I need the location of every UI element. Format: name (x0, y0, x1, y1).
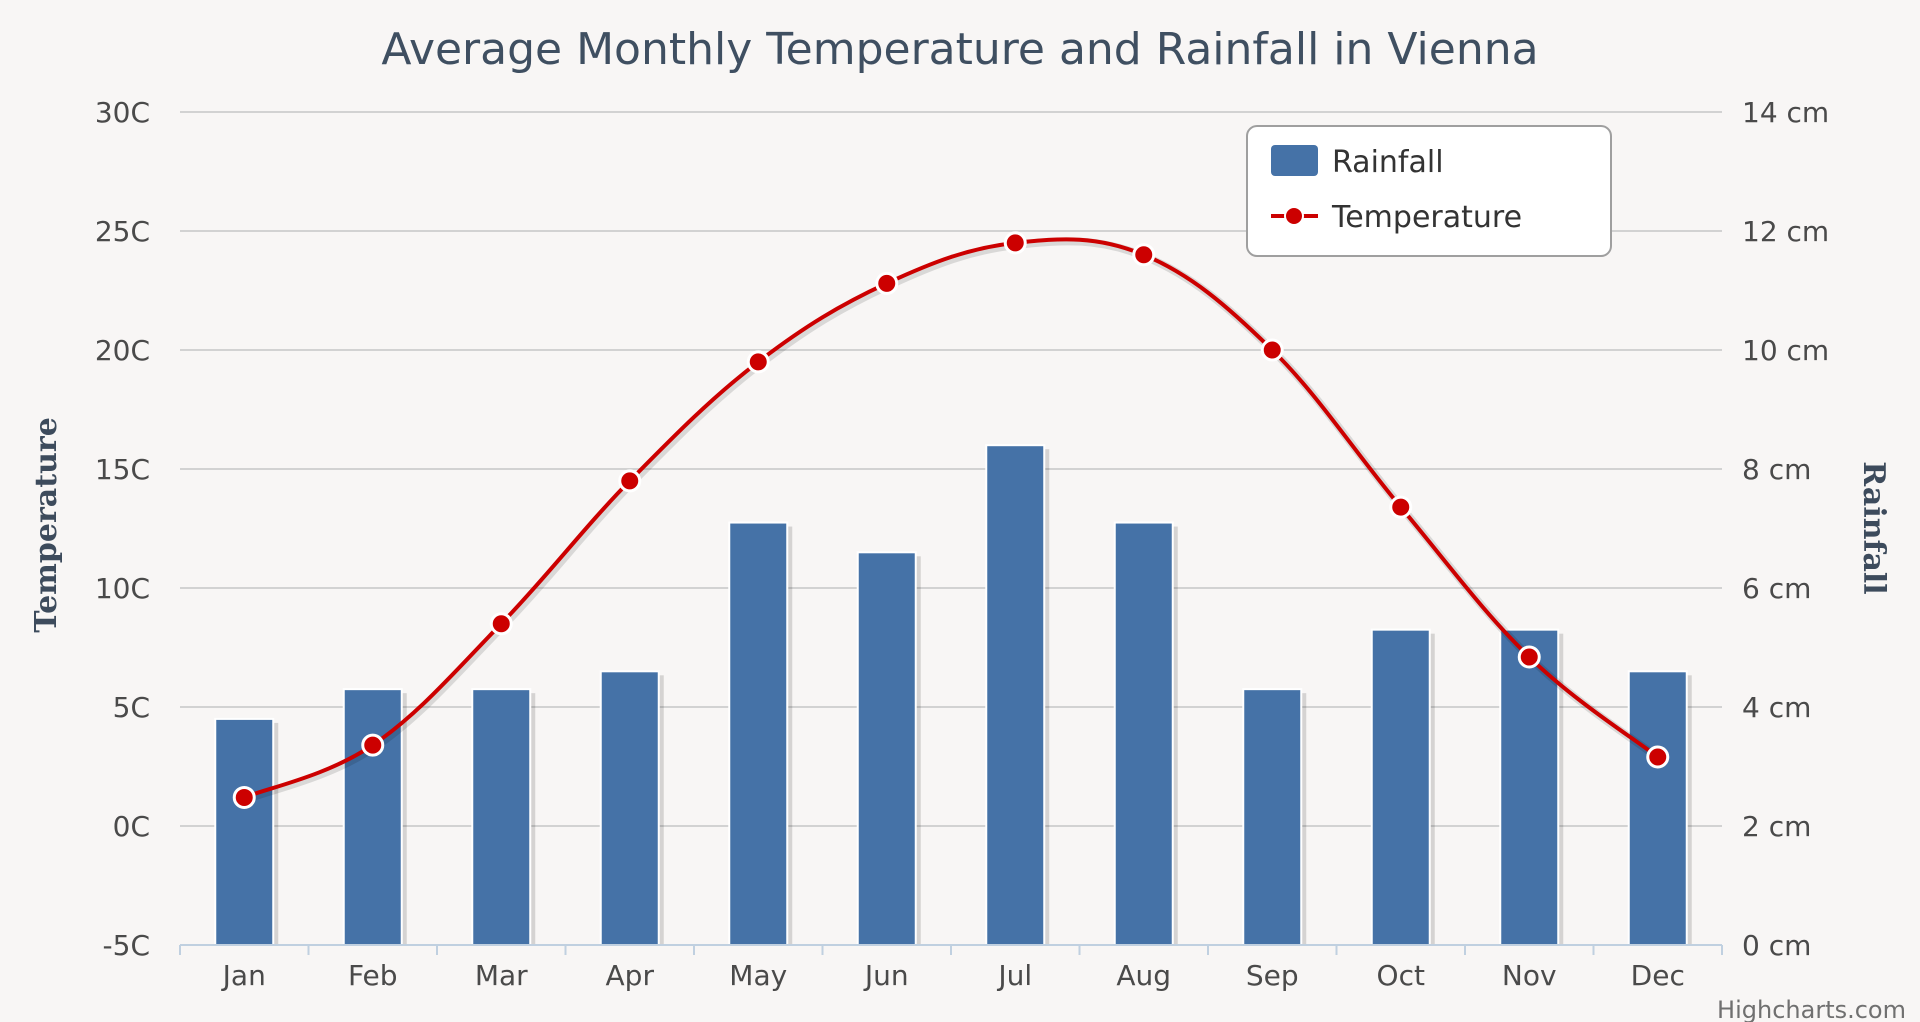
x-tick-label: Mar (475, 959, 528, 992)
legend-rainfall-label: Rainfall (1332, 145, 1444, 180)
temperature-point[interactable] (1132, 243, 1156, 267)
x-tick-label: Dec (1631, 959, 1685, 992)
rainfall-bar[interactable] (1242, 688, 1303, 947)
x-tick-label: Jul (996, 959, 1032, 992)
highcharts-credit[interactable]: Highcharts.com (1717, 996, 1906, 1022)
y-left-tick-label: -5C (103, 929, 150, 962)
rainfall-bar[interactable] (856, 551, 917, 946)
temperature-point[interactable] (1389, 495, 1413, 519)
line-layer (232, 231, 1670, 809)
x-tick-label: Nov (1502, 959, 1557, 992)
x-tick-label: Aug (1116, 959, 1171, 992)
rainfall-bar[interactable] (1113, 521, 1174, 946)
temperature-point[interactable] (618, 469, 642, 493)
rainfall-bar[interactable] (599, 670, 660, 946)
y-right-tick-label: 12 cm (1742, 215, 1829, 248)
y-right-tick-label: 0 cm (1742, 929, 1811, 962)
x-tick-label: Jan (221, 959, 266, 992)
temperature-point[interactable] (489, 612, 513, 636)
y-right-tick-label: 8 cm (1742, 453, 1811, 486)
legend-rainfall-swatch (1271, 145, 1318, 176)
rainfall-bar[interactable] (1370, 628, 1431, 947)
x-tick-label: Oct (1377, 959, 1425, 992)
y-left-tick-label: 15C (95, 453, 150, 486)
rainfall-bar[interactable] (342, 688, 403, 947)
temperature-point[interactable] (1517, 645, 1541, 669)
legend-temperature-label: Temperature (1331, 200, 1522, 235)
y-left-tick-label: 0C (113, 810, 150, 843)
temperature-point[interactable] (875, 271, 899, 295)
temperature-point[interactable] (232, 785, 256, 809)
y-right-tick-label: 14 cm (1742, 96, 1829, 129)
temperature-point[interactable] (1260, 338, 1284, 362)
y-left-tick-label: 5C (113, 691, 150, 724)
chart-title: Average Monthly Temperature and Rainfall… (381, 24, 1538, 75)
rainfall-bar[interactable] (214, 717, 275, 947)
y-right-tick-label: 2 cm (1742, 810, 1811, 843)
x-tick-label: Feb (348, 959, 398, 992)
temperature-line-shadow (244, 237, 1663, 804)
legend-box (1246, 125, 1612, 257)
y-right-tick-label: 10 cm (1742, 334, 1829, 367)
x-tick-label: May (729, 959, 787, 992)
y-right-tick-label: 6 cm (1742, 572, 1811, 605)
temperature-point[interactable] (361, 733, 385, 757)
rainfall-bar[interactable] (985, 444, 1046, 946)
bars-layer (214, 444, 1692, 947)
y-left-tick-label: 10C (95, 572, 150, 605)
y-left-title: Temperature (29, 417, 64, 633)
axis-layer: -5C 0C 5C 10C 15C 20C 25C 30C 0 cm 2 cm 4 cm 6 cm 8 … (95, 96, 1829, 992)
rainfall-bar[interactable] (728, 521, 789, 946)
x-tick-label: Sep (1246, 959, 1299, 992)
temperature-point[interactable] (1646, 745, 1670, 769)
temperature-point[interactable] (1003, 231, 1027, 255)
grid-layer (180, 111, 1722, 946)
temperature-line (242, 237, 1660, 800)
rainfall-bar[interactable] (471, 688, 532, 947)
x-tick-label: Jun (863, 959, 909, 992)
y-left-tick-label: 20C (95, 334, 150, 367)
legend-item-rainfall[interactable]: Rainfall (1271, 145, 1444, 180)
y-right-title: Rainfall (1856, 461, 1891, 594)
rainfall-bar[interactable] (1627, 670, 1688, 946)
y-right-tick-label: 4 cm (1742, 691, 1811, 724)
legend-item-temperature[interactable]: Temperature (1271, 200, 1522, 235)
x-tick-label: Apr (606, 959, 655, 992)
legend: Rainfall Temperature (1246, 125, 1612, 257)
legend-temperature-marker (1284, 206, 1304, 226)
rainfall-bar[interactable] (1499, 628, 1560, 947)
temperature-point[interactable] (746, 350, 770, 374)
y-left-tick-label: 25C (95, 215, 150, 248)
y-left-tick-label: 30C (95, 96, 150, 129)
